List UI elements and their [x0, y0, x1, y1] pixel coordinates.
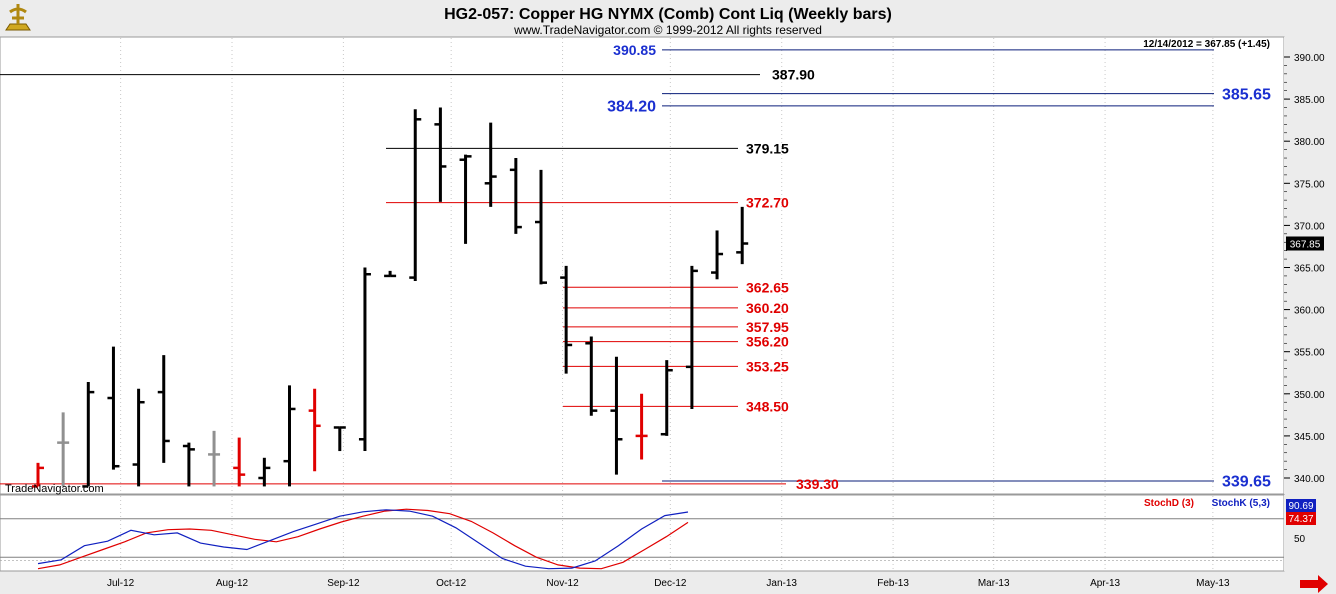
- legend-stochk: StochK (5,3): [1212, 498, 1270, 509]
- stochk-value-text: 90.69: [1288, 501, 1313, 512]
- price-tick-label: 355.00: [1294, 348, 1325, 359]
- level-label-339.65: 339.65: [1222, 474, 1271, 491]
- price-axis: [1284, 37, 1336, 494]
- price-tick-label: 365.00: [1294, 264, 1325, 275]
- legend-stochd: StochD (3): [1144, 498, 1194, 509]
- level-label-387.90: 387.90: [772, 67, 815, 83]
- time-tick-label: Aug-12: [216, 578, 249, 589]
- level-label-357.95: 357.95: [746, 319, 789, 335]
- level-label-356.20: 356.20: [746, 334, 789, 350]
- time-tick-label: Oct-12: [436, 578, 466, 589]
- price-tick-label: 375.00: [1294, 179, 1325, 190]
- price-levels: 390.85 387.90 385.65 384.20 379.15 372.70 362.…: [0, 42, 1271, 492]
- copyright-text: www.TradeNavigator.com © 1999-2012 All r…: [513, 23, 822, 37]
- price-bars: [32, 107, 749, 488]
- time-tick-label: Feb-13: [877, 578, 909, 589]
- level-label-339.30: 339.30: [796, 476, 839, 492]
- level-label-348.50: 348.50: [746, 398, 789, 414]
- last-price-info: 12/14/2012 = 367.85 (+1.45): [1143, 39, 1270, 50]
- time-axis-labels: Jul-12 Aug-12 Sep-12 Oct-12 Nov-12 Dec-12 Jan-…: [107, 578, 1230, 589]
- last-price-tag-text: 367.85: [1290, 240, 1321, 251]
- time-tick-label: Mar-13: [978, 578, 1010, 589]
- time-tick-label: Nov-12: [546, 578, 579, 589]
- price-tick-label: 370.00: [1294, 221, 1325, 232]
- price-tick-label: 350.00: [1294, 390, 1325, 401]
- stochk-value-tag: [1286, 499, 1316, 512]
- stochastic-lines: [0, 508, 1284, 570]
- chart-title: HG2-057: Copper HG NYMX (Comb) Cont Liq …: [444, 6, 892, 23]
- price-tick-label: 385.00: [1294, 95, 1325, 106]
- time-tick-label: Jan-13: [766, 578, 797, 589]
- time-tick-label: Sep-12: [327, 578, 360, 589]
- level-label-362.65: 362.65: [746, 279, 789, 295]
- level-label-360.20: 360.20: [746, 300, 789, 316]
- price-tick-label: 360.00: [1294, 306, 1325, 317]
- price-tick-label: 345.00: [1294, 432, 1325, 443]
- level-label-379.15: 379.15: [746, 140, 789, 156]
- scroll-right-arrow[interactable]: [1300, 575, 1328, 593]
- price-tick-label: 390.00: [1294, 53, 1325, 64]
- time-tick-label: May-13: [1196, 578, 1230, 589]
- level-label-384.20: 384.20: [607, 99, 656, 116]
- stochd-value-tag: [1286, 512, 1316, 525]
- time-tick-label: Apr-13: [1090, 578, 1120, 589]
- price-tick-label: 380.00: [1294, 137, 1325, 148]
- time-tick-label: Dec-12: [654, 578, 687, 589]
- level-label-390.85: 390.85: [613, 42, 656, 58]
- stoch-tick-label: 50: [1294, 534, 1306, 545]
- level-label-385.65: 385.65: [1222, 86, 1271, 103]
- last-price-tag: [1286, 236, 1324, 251]
- time-tick-label: Jul-12: [107, 578, 135, 589]
- watermark-text: TradeNavigator.com: [5, 483, 104, 495]
- price-tick-label: 340.00: [1294, 474, 1325, 485]
- series-stochk: [37, 509, 689, 570]
- price-axis-ticks: 340.00 345.00 350.00 355.00 360.00 365.00 370.…: [1284, 53, 1325, 545]
- gridlines: [120, 38, 1214, 570]
- level-label-353.25: 353.25: [746, 358, 789, 374]
- stochastic-pane: [0, 494, 1285, 572]
- stochd-value-text: 74.37: [1288, 514, 1313, 525]
- tradenavigator-logo: [3, 2, 33, 34]
- level-label-372.70: 372.70: [746, 195, 789, 211]
